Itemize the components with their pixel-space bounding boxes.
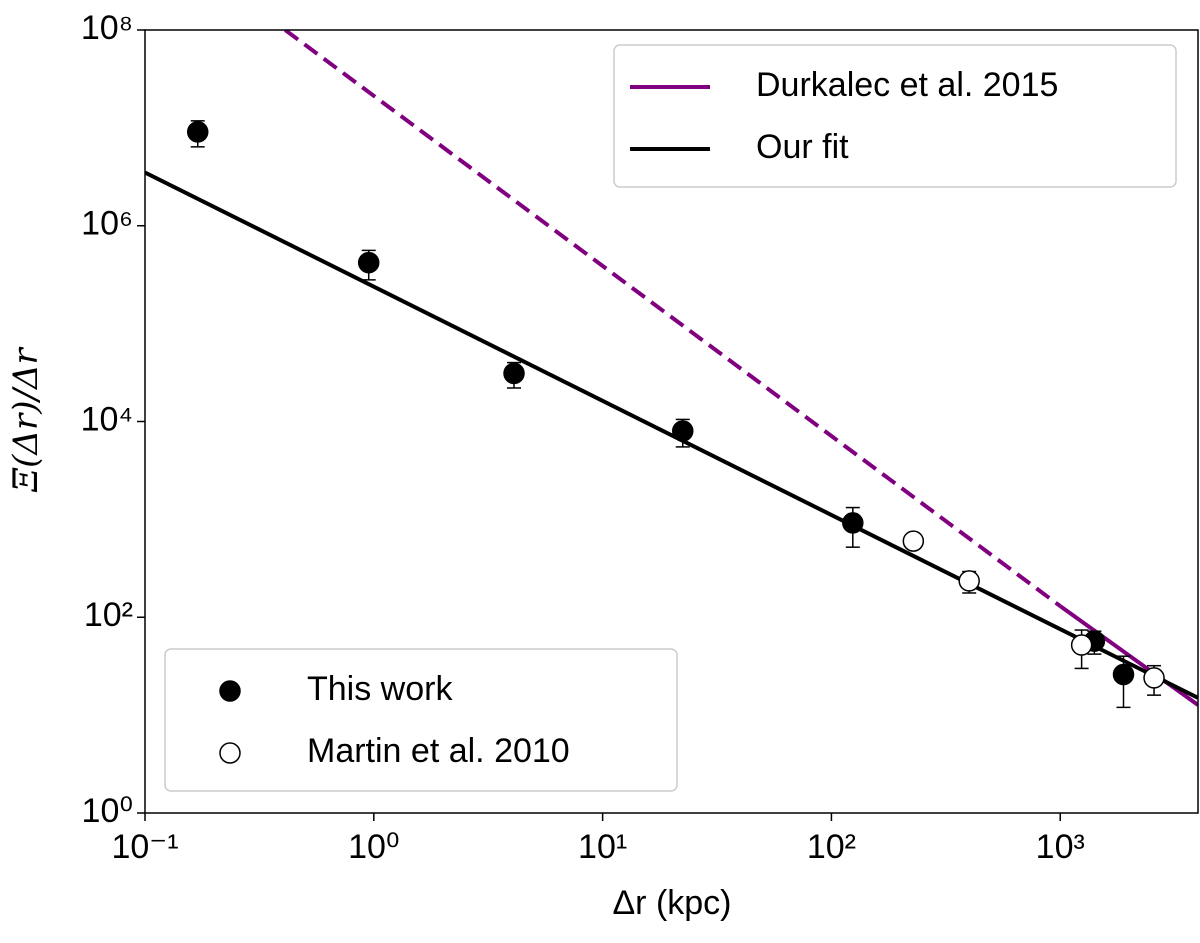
legend-frame [164, 648, 678, 792]
fit-line [145, 170, 1198, 700]
x-tick-label: 10⁰ [348, 828, 399, 866]
data-point [842, 512, 864, 534]
data-point [1070, 634, 1093, 656]
data-point [958, 570, 980, 592]
data-point [1112, 663, 1135, 686]
data-point [186, 121, 209, 143]
legend-swatch [219, 680, 241, 702]
y-axis-label: Ξ(Δr)/Δr [6, 346, 46, 492]
y-tick-label: 10⁰ [82, 792, 133, 830]
data-point [1143, 667, 1165, 689]
legend-label: Martin et al. 2010 [307, 732, 570, 770]
y-tick-label: 10² [84, 596, 133, 634]
x-tick-label: 10³ [1036, 828, 1085, 866]
x-tick-label: 10⁻¹ [111, 828, 178, 866]
data-point [357, 251, 380, 274]
data-point [672, 420, 694, 442]
fit-line [284, 30, 1062, 608]
legend-label: Our fit [756, 128, 849, 166]
y-tick-label: 10⁴ [81, 400, 133, 438]
y-tick-label: 10⁶ [81, 205, 133, 243]
y-tick-label: 10⁸ [81, 9, 133, 47]
legend-swatch [219, 742, 241, 764]
x-tick-label: 10² [807, 828, 856, 866]
x-tick-label: 10¹ [578, 828, 627, 866]
legend-label: Durkalec et al. 2015 [756, 66, 1058, 104]
x-axis-label: Δr (kpc) [612, 884, 731, 922]
data-point [902, 530, 925, 552]
data-point [503, 362, 525, 385]
plot-frame [144, 29, 1199, 814]
legend-frame [613, 44, 1177, 188]
legend-label: This work [307, 670, 453, 708]
